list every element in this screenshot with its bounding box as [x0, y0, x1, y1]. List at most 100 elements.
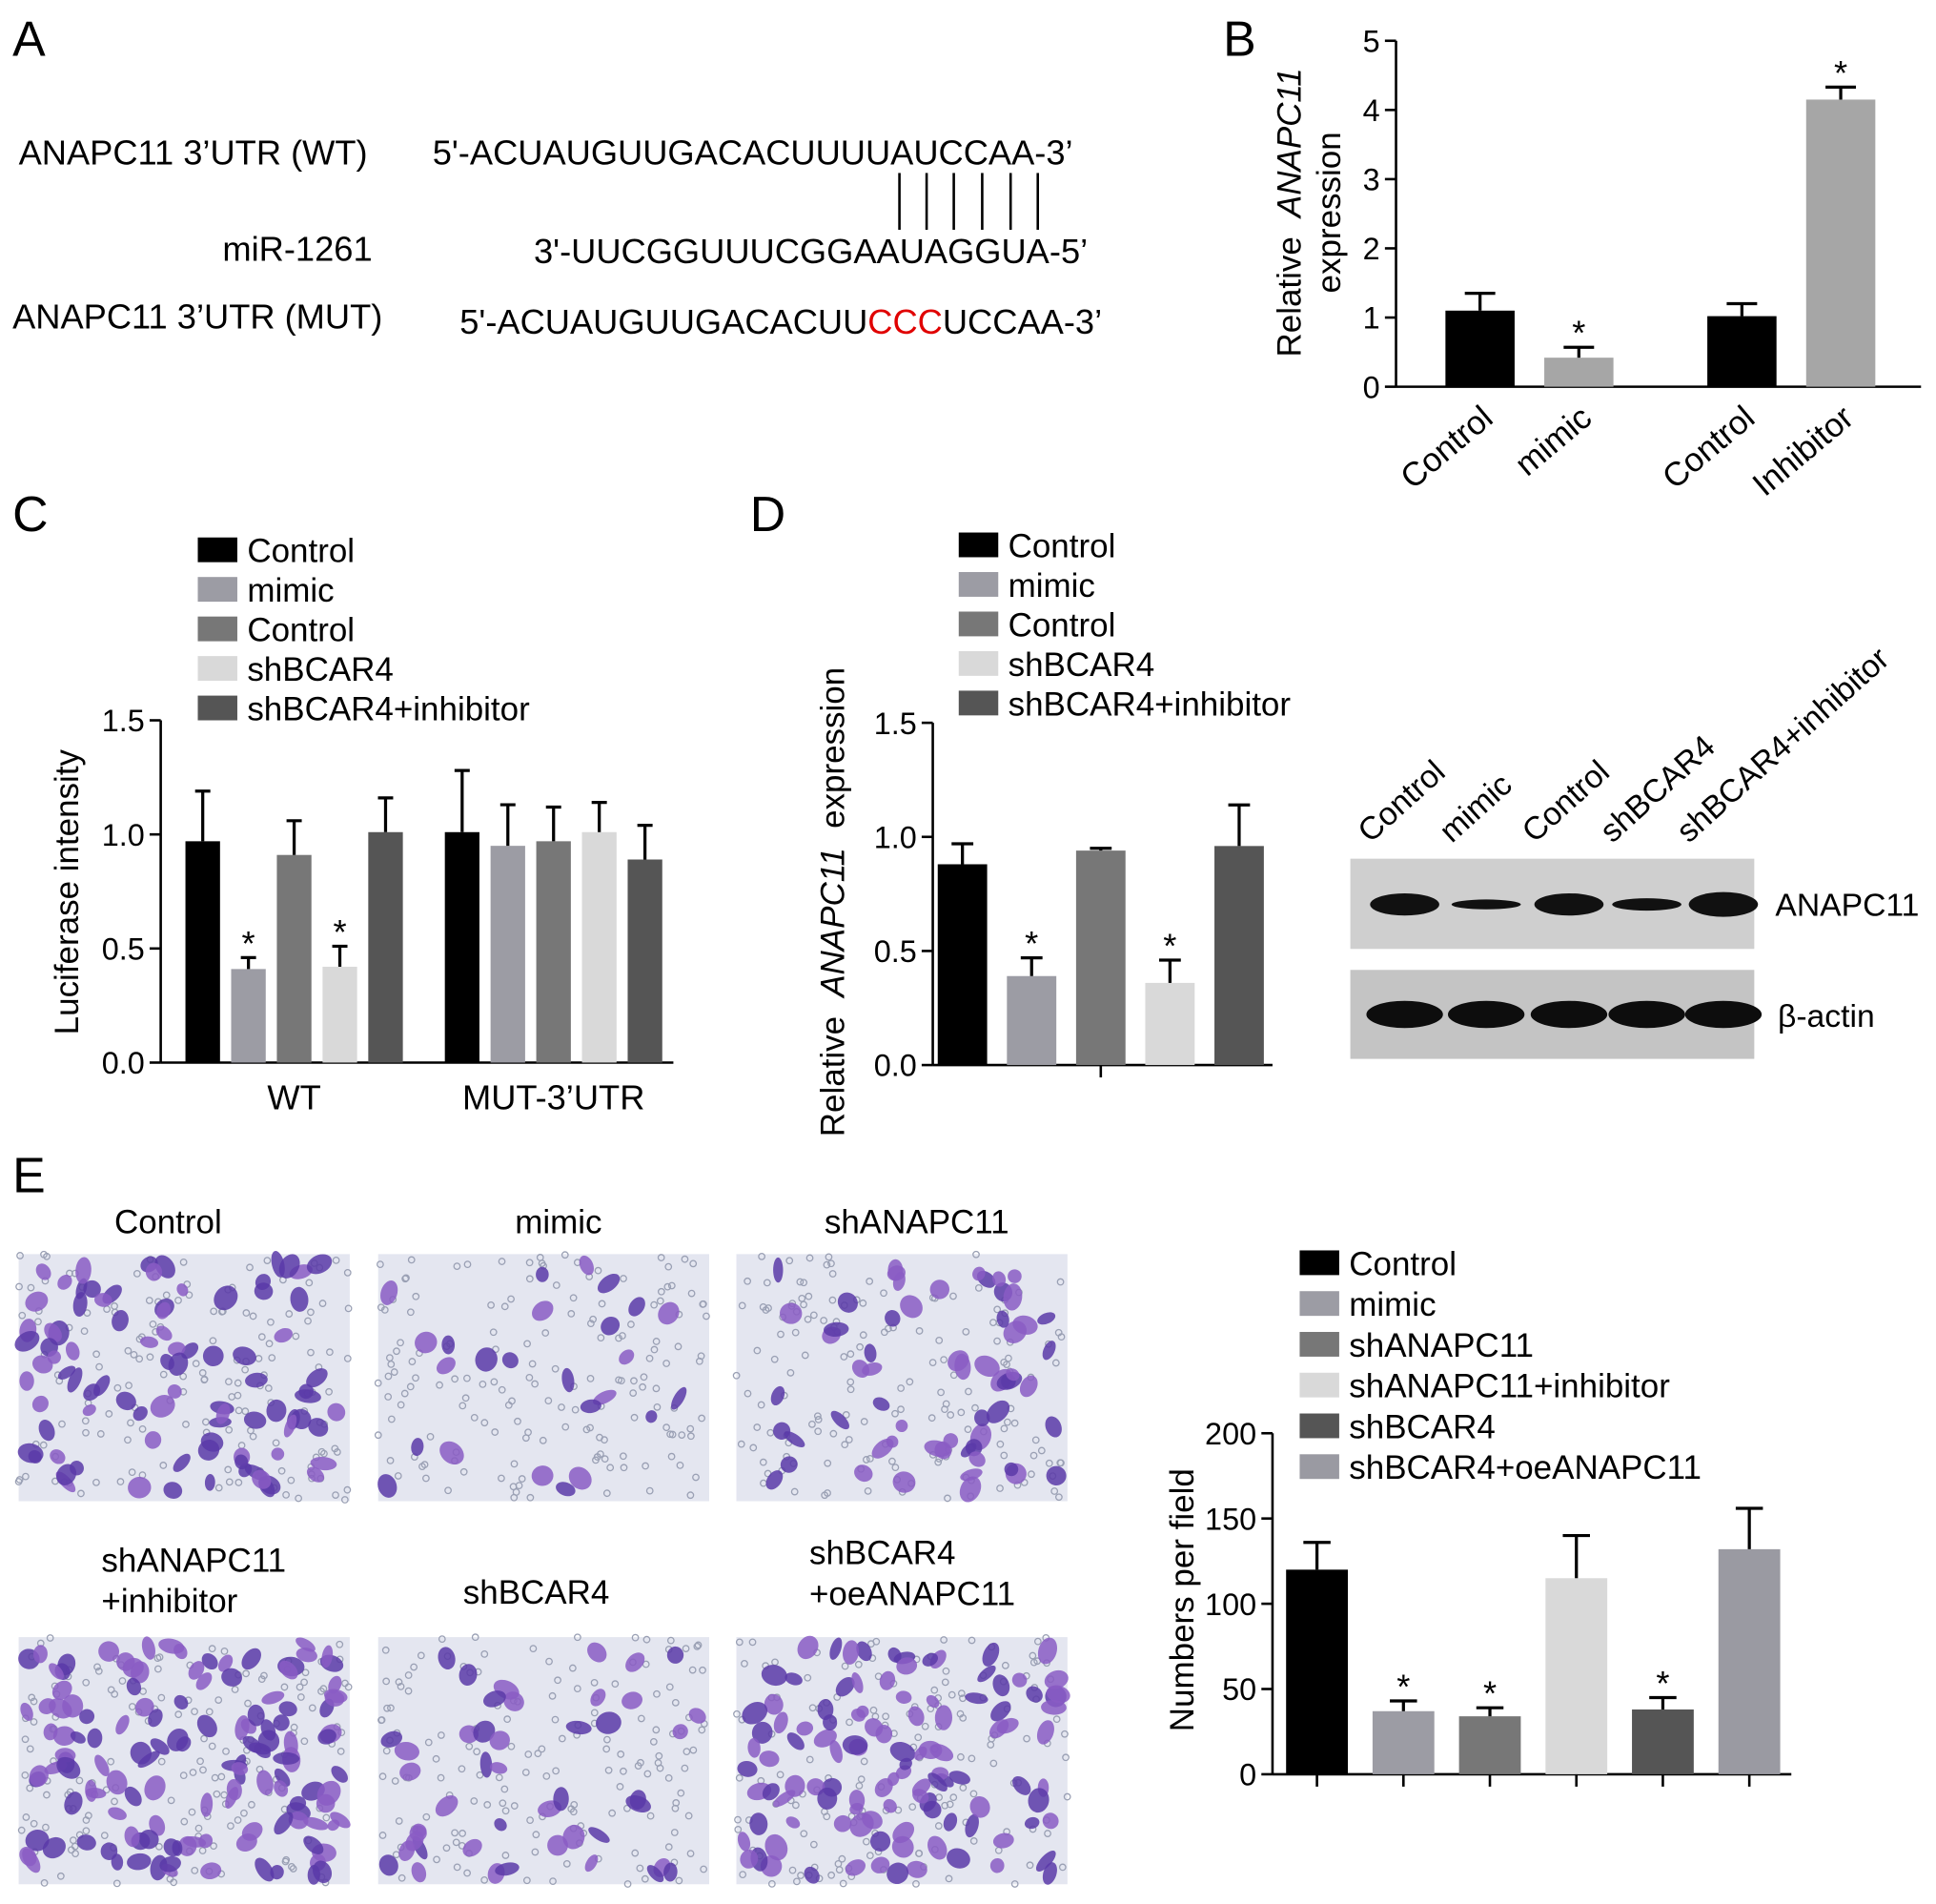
- cell: [22, 1848, 41, 1873]
- cell: [217, 1654, 234, 1672]
- pore: [634, 1762, 642, 1770]
- cell: [87, 1728, 103, 1749]
- pore: [157, 1757, 166, 1766]
- pore: [597, 1450, 604, 1458]
- legend-swatch: [1299, 1454, 1339, 1480]
- pore: [96, 1430, 105, 1438]
- pore: [1055, 1493, 1063, 1502]
- pore: [813, 1412, 822, 1421]
- pore: [503, 1715, 512, 1724]
- y-tick-label: 0.0: [102, 1046, 145, 1080]
- cell: [324, 1689, 345, 1707]
- pore: [225, 1378, 233, 1386]
- pore: [210, 1842, 217, 1851]
- cell: [177, 1835, 197, 1856]
- pore: [800, 1830, 808, 1838]
- pore: [688, 1666, 697, 1674]
- cell: [130, 1741, 153, 1765]
- pore: [698, 1414, 705, 1423]
- legend-label: Control: [1009, 527, 1116, 564]
- cell: [590, 1689, 606, 1707]
- pore: [476, 1771, 484, 1779]
- pore: [897, 1384, 906, 1392]
- cell: [547, 1834, 568, 1856]
- error-bar: [194, 789, 211, 842]
- micrograph-label: +oeANAPC11: [809, 1575, 1015, 1612]
- cell: [872, 1397, 890, 1411]
- pore: [531, 1848, 540, 1856]
- pore: [438, 1635, 446, 1644]
- pore: [525, 1259, 534, 1267]
- pore: [637, 1714, 645, 1723]
- cell: [773, 1711, 788, 1734]
- cell: [115, 1391, 136, 1411]
- pore: [940, 1356, 948, 1364]
- cell: [278, 1701, 297, 1717]
- pore: [470, 1797, 479, 1805]
- legend-label: Control: [1349, 1245, 1457, 1282]
- cell: [241, 1648, 261, 1670]
- error-bar: [1228, 803, 1251, 847]
- pore: [214, 1696, 223, 1704]
- pore: [959, 1713, 968, 1722]
- error-bar: [240, 955, 256, 970]
- cell: [140, 1336, 159, 1348]
- pore: [93, 1663, 101, 1671]
- pore: [308, 1704, 316, 1712]
- pore: [199, 1766, 207, 1774]
- pore: [534, 1750, 542, 1758]
- pore: [841, 1441, 849, 1449]
- pore: [304, 1317, 312, 1325]
- pore: [225, 1425, 234, 1434]
- cell: [974, 1355, 1000, 1378]
- cell: [459, 1664, 478, 1687]
- micrograph: [374, 1251, 710, 1502]
- pore: [400, 1389, 409, 1398]
- pore: [325, 1387, 333, 1396]
- pore: [928, 1359, 937, 1366]
- pore: [698, 1726, 706, 1734]
- pore: [249, 1432, 257, 1441]
- band-label: ANAPC11: [1775, 888, 1919, 923]
- pore: [744, 1277, 752, 1285]
- pore: [377, 1260, 384, 1268]
- cell: [306, 1466, 325, 1483]
- pore: [227, 1822, 234, 1830]
- pore: [155, 1842, 163, 1851]
- y-tick-label: 0.5: [874, 934, 917, 969]
- pore: [451, 1829, 459, 1837]
- pore: [993, 1337, 1001, 1345]
- bar: [1007, 975, 1057, 1066]
- bar: [231, 969, 266, 1063]
- bar: [276, 854, 312, 1063]
- cell: [266, 1399, 287, 1423]
- legend-label: Control: [247, 533, 355, 570]
- pore: [397, 1873, 406, 1882]
- pore: [846, 1385, 855, 1394]
- pore: [989, 1759, 998, 1768]
- pore: [1063, 1792, 1071, 1801]
- cell: [895, 1690, 912, 1704]
- pore: [934, 1458, 943, 1466]
- pore: [135, 1355, 144, 1363]
- cell: [127, 1853, 152, 1871]
- cell: [150, 1738, 170, 1755]
- pore: [30, 1718, 38, 1726]
- cell: [830, 1410, 849, 1430]
- pore: [552, 1767, 560, 1775]
- cell: [380, 1730, 403, 1748]
- y-axis-label-part: Luciferase intensity: [49, 748, 86, 1034]
- cell: [197, 1440, 220, 1461]
- cell: [51, 1680, 72, 1700]
- pore: [542, 1771, 551, 1780]
- cell: [52, 1726, 76, 1746]
- cell: [593, 1389, 617, 1405]
- legend-label: mimic: [1009, 567, 1095, 604]
- cell: [249, 1742, 272, 1755]
- pore: [26, 1745, 34, 1753]
- pore: [451, 1375, 459, 1383]
- cell: [44, 1322, 62, 1342]
- pore: [590, 1678, 599, 1687]
- pore: [662, 1423, 671, 1432]
- pore: [380, 1306, 389, 1314]
